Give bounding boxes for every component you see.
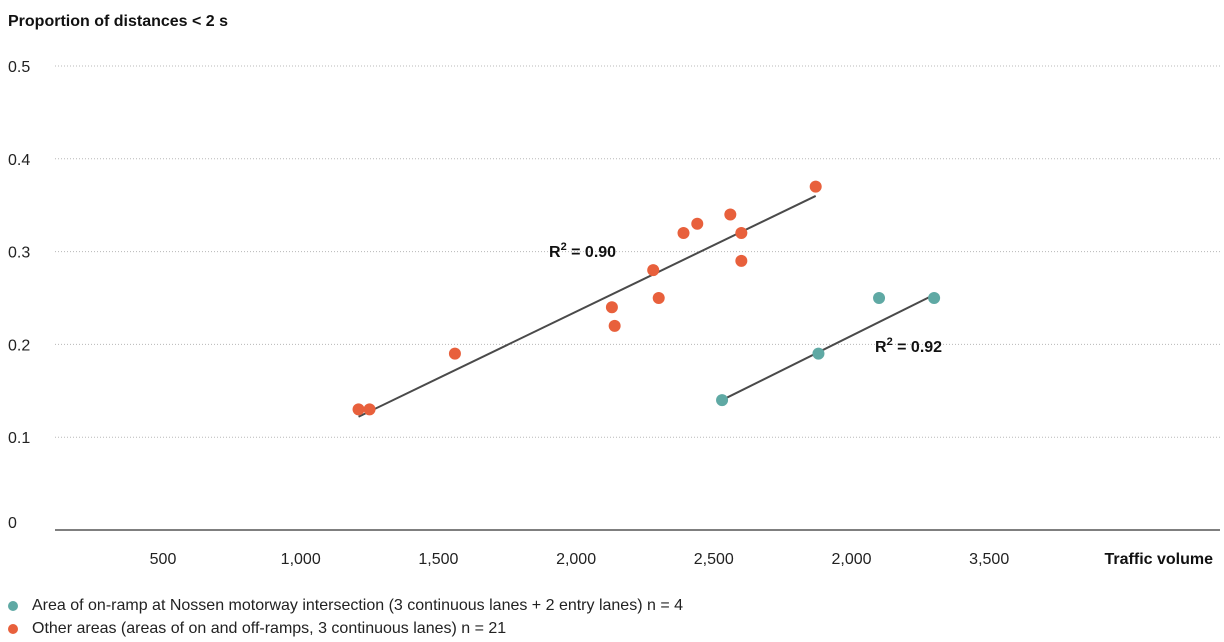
- legend-marker-teal: [8, 600, 18, 611]
- data-point: [677, 227, 690, 240]
- data-point: [691, 217, 704, 230]
- data-point: [605, 301, 618, 314]
- data-point: [735, 227, 748, 240]
- data-point: [363, 403, 376, 416]
- legend-item-nossen: Area of on-ramp at Nossen motorway inter…: [8, 594, 683, 617]
- data-point: [724, 208, 737, 221]
- trendline: [358, 195, 817, 418]
- x-tick-label: 500: [150, 551, 177, 568]
- y-tick-label: 0.3: [8, 245, 30, 262]
- x-axis-title: Traffic volume: [1105, 551, 1214, 568]
- legend-label-other: Other areas (areas of on and off-ramps, …: [32, 620, 507, 637]
- y-tick-label: 0: [8, 515, 17, 532]
- x-tick-labels: 500 1,000 1,500 2,000 2,500 2,000 3,500: [150, 551, 1010, 568]
- r-squared-label: R2 = 0.90: [549, 241, 616, 261]
- y-axis-title: Proportion of distances < 2 s: [8, 13, 228, 30]
- data-point: [608, 319, 621, 332]
- r-squared-label: R2 = 0.92: [875, 336, 942, 356]
- y-tick-label: 0.4: [8, 152, 30, 169]
- data-point: [647, 264, 660, 277]
- gridlines: [55, 65, 1220, 531]
- x-tick-label: 3,500: [969, 551, 1009, 568]
- x-tick-label: 2,000: [831, 551, 871, 568]
- data-point: [716, 394, 729, 407]
- legend-item-other: Other areas (areas of on and off-ramps, …: [8, 617, 683, 640]
- scatter-chart: Proportion of distances < 2 s 0 0.1 0.2 0.3…: [8, 13, 1220, 568]
- x-tick-label: 1,000: [281, 551, 321, 568]
- legend-label-nossen: Area of on-ramp at Nossen motorway inter…: [32, 597, 684, 614]
- data-points: [352, 180, 941, 416]
- trendline: [721, 292, 938, 401]
- data-point: [809, 180, 822, 193]
- x-tick-label: 2,000: [556, 551, 596, 568]
- trendlines: [358, 195, 938, 418]
- legend: Area of on-ramp at Nossen motorway inter…: [8, 594, 683, 640]
- r-squared-labels: R2 = 0.92 R2 = 0.90: [549, 241, 942, 356]
- x-tick-label: 1,500: [418, 551, 458, 568]
- data-point: [735, 254, 748, 267]
- data-point: [812, 347, 825, 360]
- data-point: [352, 403, 365, 416]
- y-tick-label: 0.5: [8, 59, 30, 76]
- legend-marker-orange: [8, 623, 18, 634]
- data-point: [652, 292, 665, 304]
- data-point: [873, 292, 886, 304]
- data-point: [928, 292, 941, 304]
- x-tick-label: 2,500: [694, 551, 734, 568]
- y-tick-label: 0.1: [8, 430, 30, 447]
- data-point: [448, 347, 461, 360]
- y-tick-labels: 0 0.1 0.2 0.3 0.4 0.5: [8, 59, 30, 532]
- y-tick-label: 0.2: [8, 337, 30, 354]
